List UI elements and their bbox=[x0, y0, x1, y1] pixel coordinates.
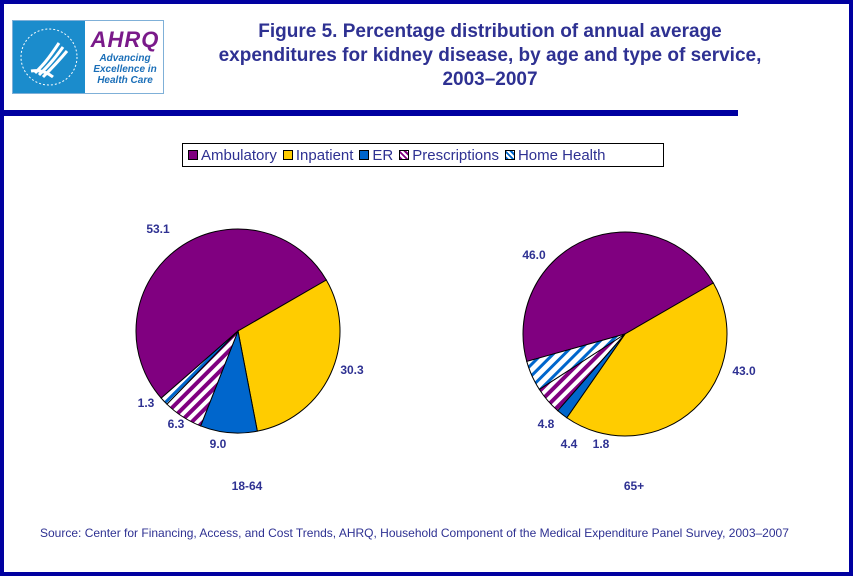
pie-category-label: 18-64 bbox=[232, 479, 263, 493]
pie-slice-ambulatory bbox=[135, 228, 328, 399]
pie-category-label: 65+ bbox=[624, 479, 644, 493]
legend-swatch-prescriptions bbox=[399, 150, 410, 160]
data-label-home-health: 1.3 bbox=[138, 396, 155, 410]
ahrq-tagline-1: Advancing bbox=[99, 53, 151, 64]
legend-item-er: ER bbox=[359, 147, 393, 164]
pie-slice-home-health bbox=[160, 330, 239, 405]
ahrq-tagline-3: Health Care bbox=[97, 75, 153, 86]
ahrq-tagline-2: Excellence in bbox=[93, 64, 157, 75]
agency-logo: AHRQ Advancing Excellence in Health Care bbox=[12, 20, 164, 94]
data-label-er: 9.0 bbox=[210, 437, 227, 451]
hhs-eagle-icon bbox=[13, 21, 85, 93]
data-label-home-health: 4.8 bbox=[538, 417, 555, 431]
legend-swatch-ambulatory bbox=[188, 150, 198, 160]
legend-label: Inpatient bbox=[295, 146, 354, 164]
legend-label: Home Health bbox=[517, 146, 606, 164]
figure-title: Figure 5. Percentage distribution of ann… bbox=[218, 21, 762, 90]
header-divider bbox=[0, 110, 738, 116]
pie-slice-inpatient bbox=[237, 279, 341, 432]
legend-item-prescriptions: Prescriptions bbox=[399, 147, 499, 164]
pie-slice-inpatient bbox=[566, 282, 728, 437]
data-label-prescriptions: 4.4 bbox=[561, 437, 578, 451]
pie-18-64: 53.1 30.3 9.0 6.3 1.3 18-64 bbox=[135, 222, 364, 493]
legend-item-inpatient: Inpatient bbox=[282, 146, 354, 164]
legend-swatch-er bbox=[359, 150, 370, 160]
data-label-er: 1.8 bbox=[593, 437, 610, 451]
data-label-ambulatory: 46.0 bbox=[522, 248, 546, 262]
data-label-inpatient: 30.3 bbox=[340, 363, 364, 377]
ahrq-wordmark: AHRQ bbox=[90, 27, 160, 52]
data-label-prescriptions: 6.3 bbox=[168, 417, 185, 431]
legend-label: Prescriptions bbox=[412, 146, 499, 164]
data-label-inpatient: 43.0 bbox=[732, 364, 756, 378]
legend-swatch-inpatient bbox=[282, 150, 293, 160]
chart-legend: Ambulatory Inpatient ER Prescriptions Ho… bbox=[182, 143, 664, 167]
legend-swatch-home-health bbox=[504, 150, 515, 160]
legend-item-home-health: Home Health bbox=[504, 146, 606, 164]
pie-slice-ambulatory bbox=[522, 231, 715, 363]
pie-slice-home-health bbox=[526, 333, 626, 391]
legend-item-ambulatory: Ambulatory bbox=[188, 147, 277, 164]
legend-label: Ambulatory bbox=[201, 146, 277, 164]
pie-65+: 46.0 43.0 1.8 4.4 4.8 65+ bbox=[522, 231, 756, 493]
legend-label: ER bbox=[372, 146, 394, 164]
data-label-ambulatory: 53.1 bbox=[146, 222, 170, 236]
source-note: Source: Center for Financing, Access, an… bbox=[40, 526, 789, 540]
